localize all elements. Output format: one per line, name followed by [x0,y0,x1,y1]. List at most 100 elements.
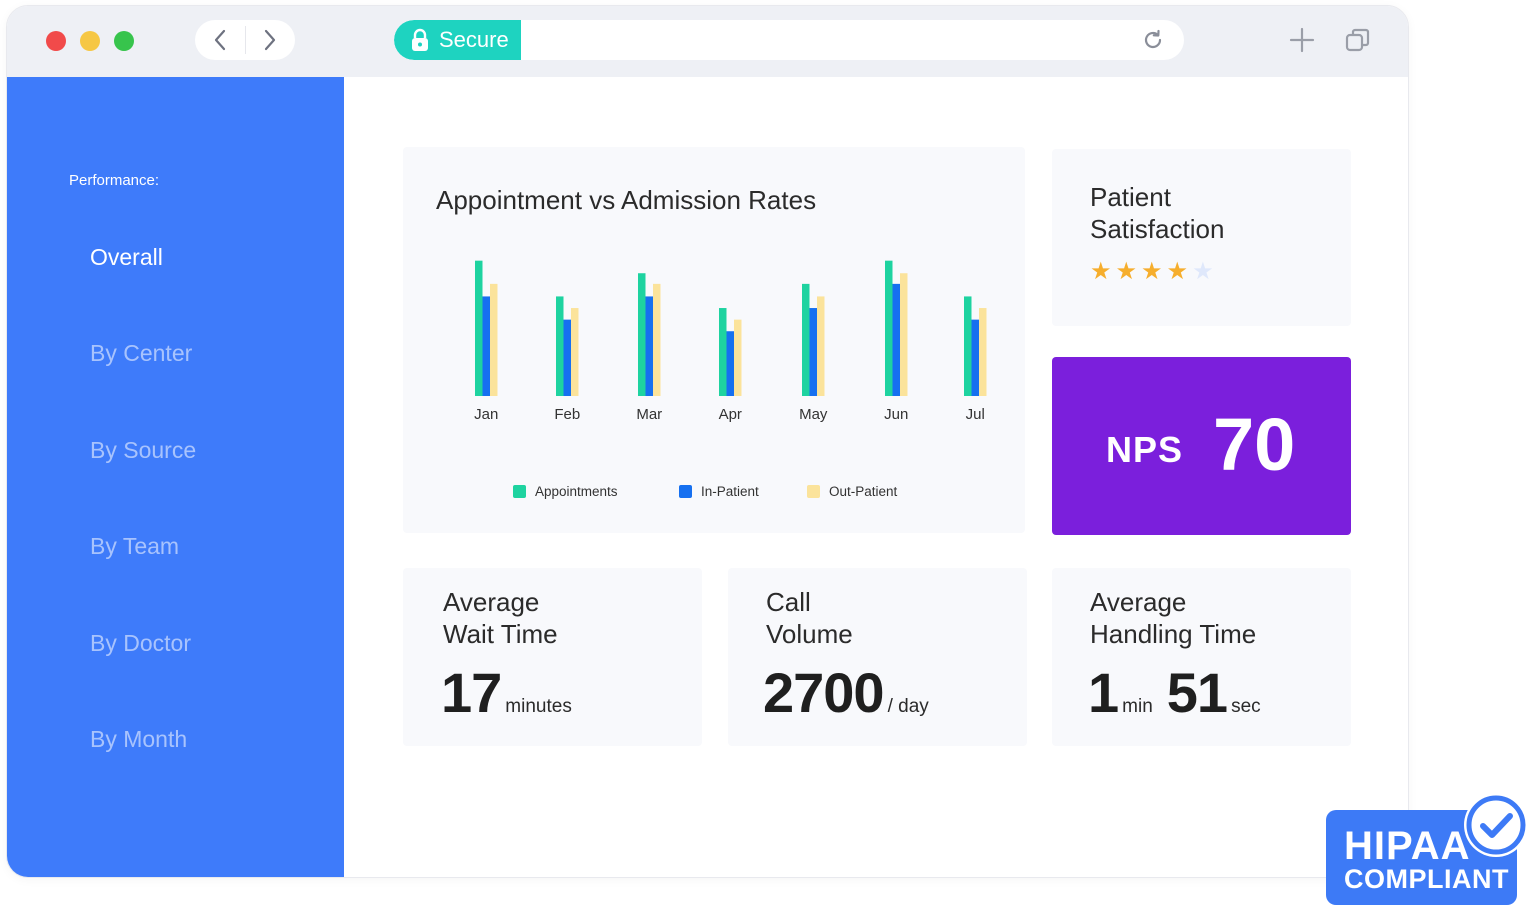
nps-label: NPS [1106,429,1184,470]
legend-label: Appointments [535,484,618,499]
bar-jul-in-patient [971,319,979,396]
calls-title-line1: Call [766,587,811,617]
average-handling-time-card: Average Handling Time 1 min 51 sec [1052,568,1351,746]
sidebar-item-by-team[interactable]: By Team [90,533,180,559]
tabs-overview-icon[interactable] [1344,26,1372,54]
maximize-window-button[interactable] [114,31,134,51]
sidebar-item-by-month[interactable]: By Month [90,726,188,752]
x-tick-label: Jan [474,406,498,423]
bar-may-appointments [802,283,810,396]
star-empty-icon: ★ [1192,258,1214,285]
handling-minutes-number: 1 [1088,661,1119,724]
bar-jan-appointments [475,260,483,396]
bar-feb-in-patient [563,319,571,396]
bar-may-in-patient [809,308,817,396]
handling-time-title: Average Handling Time [1090,586,1256,650]
sidebar-item-by-center[interactable]: By Center [90,340,193,366]
chevron-left-icon [214,29,225,51]
bar-mar-in-patient [645,296,653,396]
patient-satisfaction-card: Patient Satisfaction ★ ★ ★ ★ ★ [1052,149,1351,326]
wait-time-title: Average Wait Time [443,586,558,650]
browser-window: Secure Performance: Overall By Center By… [6,5,1409,878]
sidebar: Performance: Overall By Center By Source… [7,77,344,877]
star-rating: ★ ★ ★ ★ ★ [1090,260,1214,284]
wait-title-line1: Average [443,587,540,617]
check-circle-icon [1464,793,1528,857]
secure-label: Secure [439,27,509,52]
star-filled-icon: ★ [1166,258,1189,285]
reload-icon[interactable] [1142,29,1164,51]
x-tick-label: Jul [966,406,985,423]
x-tick-label: Feb [554,406,580,423]
wait-time-value: 17 minutes [441,660,586,725]
legend-swatch [513,485,526,498]
handling-seconds-number: 51 [1166,661,1228,724]
bar-jan-out-patient [490,283,498,396]
x-tick-label: Apr [719,406,742,423]
bar-jun-out-patient [900,273,908,396]
secure-indicator[interactable]: Secure [394,20,521,60]
call-volume-value: 2700 / day [763,660,943,725]
close-window-button[interactable] [46,31,66,51]
forward-button[interactable] [246,20,296,60]
bar-apr-out-patient [734,319,742,396]
sidebar-item-overall[interactable]: Overall [90,244,163,270]
address-bar[interactable]: Secure [394,20,1184,60]
bar-jul-appointments [964,296,972,396]
sidebar-section-label: Performance: [69,172,160,189]
admission-chart-card: Appointment vs Admission Rates Jan Feb Mar… [403,147,1025,533]
bar-apr-appointments [719,308,727,396]
chart-title: Appointment vs Admission Rates [436,185,817,215]
call-volume-card: Call Volume 2700 / day [728,568,1027,746]
star-filled-icon: ★ [1090,258,1112,285]
nps-card: NPS 70 [1052,357,1351,535]
handling-title-line2: Handling Time [1090,619,1257,649]
wait-time-unit: minutes [505,696,572,717]
call-volume-title: Call Volume [766,586,853,650]
hipaa-badge-title: HIPAA [1344,824,1471,868]
wait-time-number: 17 [441,661,502,724]
bar-jun-in-patient [892,283,900,396]
average-wait-time-card: Average Wait Time 17 minutes [403,568,702,746]
legend-label: In-Patient [701,484,759,499]
browser-toolbar: Secure [7,6,1408,77]
bar-mar-appointments [638,273,646,396]
star-filled-icon: ★ [1115,258,1138,285]
bar-feb-appointments [556,296,564,396]
legend-swatch [679,485,692,498]
call-volume-unit: / day [887,696,929,717]
lock-icon [411,28,429,52]
back-button[interactable] [195,20,245,60]
x-tick-label: Jun [884,406,908,423]
new-tab-icon[interactable] [1288,26,1316,54]
handling-minutes-unit: min [1122,696,1153,717]
hipaa-badge-subtitle: COMPLIANT [1344,864,1509,894]
wait-title-line2: Wait Time [443,619,558,649]
satisfaction-title: Patient Satisfaction [1090,181,1224,245]
satisfaction-title-line1: Patient [1090,182,1171,212]
call-volume-number: 2700 [763,661,885,724]
bar-jun-appointments [885,260,893,396]
handling-title-line1: Average [1090,587,1187,617]
bar-may-out-patient [817,296,825,396]
bar-mar-out-patient [653,283,661,396]
star-filled-icon: ★ [1141,258,1163,285]
x-tick-label: Mar [636,406,662,423]
sidebar-item-by-doctor[interactable]: By Doctor [90,630,191,656]
calls-title-line2: Volume [766,619,853,649]
handling-time-value: 1 min 51 sec [1088,660,1275,725]
sidebar-item-by-source[interactable]: By Source [90,437,197,463]
x-tick-label: May [799,406,828,423]
bar-jul-out-patient [979,308,987,396]
chevron-right-icon [265,29,276,51]
bar-feb-out-patient [571,308,579,396]
legend-swatch [807,485,820,498]
nps-value: 70 [1213,403,1296,486]
bar-jan-in-patient [482,296,490,396]
handling-seconds-unit: sec [1231,696,1261,717]
minimize-window-button[interactable] [80,31,100,51]
satisfaction-title-line2: Satisfaction [1090,214,1225,244]
bar-apr-in-patient [726,331,734,396]
legend-label: Out-Patient [829,484,898,499]
bar-chart: Jan Feb Mar Apr May Jun Jul Appointments In-Pati… [474,260,987,499]
